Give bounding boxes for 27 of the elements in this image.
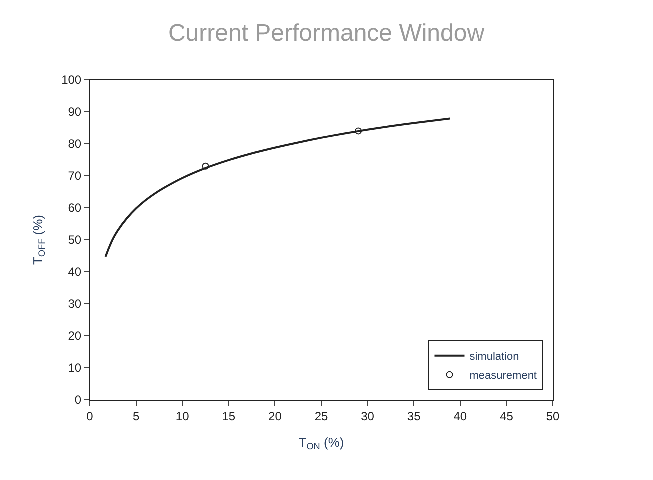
y-tick-label: 50 (68, 233, 82, 248)
x-axis-title: T$_{ON}$ (%) (298, 435, 344, 452)
y-tick-label: 100 (62, 73, 82, 88)
x-tick-label: 20 (268, 409, 282, 424)
chart-title: Current Performance Window (168, 20, 486, 47)
y-tick-label: 20 (68, 329, 82, 344)
y-tick-label: 10 (68, 361, 82, 376)
legend-label: measurement (470, 370, 538, 382)
y-tick-label: 80 (68, 137, 82, 152)
x-tick-label: 40 (454, 409, 468, 424)
x-tick-label: 5 (132, 409, 140, 424)
x-tick-label: 45 (500, 409, 514, 424)
y-tick-label: 40 (68, 265, 82, 280)
x-tick-label: 35 (407, 409, 422, 424)
x-tick-label: 25 (314, 409, 328, 424)
y-tick-label: 90 (68, 105, 82, 120)
legend-label: simulation (470, 351, 520, 364)
y-tick-label: 0 (74, 393, 82, 408)
y-tick-label: 70 (68, 169, 82, 184)
x-tick-label: 0 (86, 409, 94, 424)
y-tick-label: 60 (68, 201, 82, 216)
x-tick-label: 15 (222, 409, 236, 424)
y-tick-label: 30 (68, 297, 82, 312)
line-series (104, 118, 452, 258)
x-tick-label: 10 (176, 409, 190, 424)
x-tick-label: 30 (361, 409, 375, 424)
x-tick-label: 50 (546, 409, 560, 424)
